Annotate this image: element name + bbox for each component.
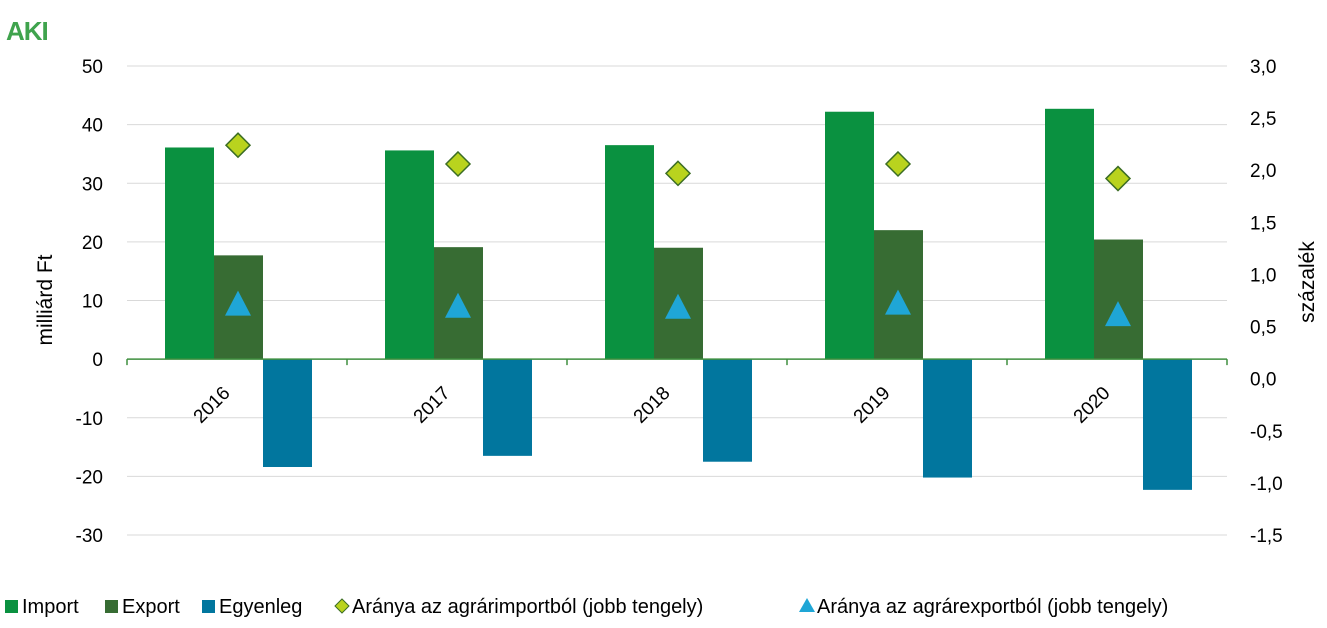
export-share-marker [225,290,251,316]
x-tick-label: 2017 [410,383,455,428]
right-tick-label: 3,0 [1250,57,1276,78]
export-share-marker [665,293,691,319]
left-tick-label: -20 [76,467,103,488]
right-axis-title: százalék [1296,241,1319,323]
bar-import-2017 [385,150,434,360]
legend-triangle [799,598,815,612]
right-axis: 3,0 2,5 2,0 1,5 1,0 0,5 0,0 -0,5 -1,0 -1,5 [1250,57,1283,547]
right-tick-label: 1,0 [1250,265,1276,286]
legend-label: Export [122,596,180,618]
legend-swatch [105,600,118,613]
legend-item: Egyenleg [202,596,302,618]
left-axis-title: milliárd Ft [34,254,57,345]
right-tick-label: 0,0 [1250,370,1276,391]
bar-import-2018 [605,145,654,360]
right-tick-label: 1,5 [1250,213,1276,234]
left-tick-label: 50 [82,57,103,78]
bar-egyenleg-2018 [703,359,752,462]
left-tick-label: 20 [82,233,103,254]
right-tick-label: -1,5 [1250,526,1283,547]
bar-import-2020 [1045,108,1094,360]
right-tick-label: -0,5 [1250,422,1283,443]
left-axis: 50 40 30 20 10 0 -10 -20 -30 [76,57,103,547]
left-tick-label: 40 [82,116,103,137]
right-tick-label: 2,0 [1250,161,1276,182]
aki-logo: AKI [6,16,49,46]
bars [165,108,1192,490]
legend-swatch [5,600,18,613]
import-share-marker [224,132,252,159]
import-share-marker [664,160,692,187]
legend: Import Export Egyenleg Aránya az agrárimpor… [5,596,1168,618]
import-share-marker [444,150,472,178]
left-tick-label: 0 [92,350,103,371]
export-share-marker [1105,301,1131,327]
markers [224,132,1132,327]
bar-egyenleg-2020 [1143,359,1192,490]
legend-diamond [334,598,350,614]
import-share-marker [1104,165,1132,192]
export-share-marker [885,289,911,315]
legend-swatch [202,600,215,613]
export-share-marker [445,292,471,318]
left-tick-label: -10 [76,409,103,430]
legend-label: Import [22,596,79,618]
bar-egyenleg-2016 [263,359,312,467]
legend-label: Egyenleg [219,596,302,618]
axis-titles: milliárd Ft százalék [34,241,1319,346]
legend-item: Import [5,596,79,618]
legend-label: Aránya az agrárexportból (jobb tengely) [817,596,1168,618]
right-tick-label: 2,5 [1250,109,1276,130]
x-tick-label: 2018 [630,383,675,428]
left-tick-label: 30 [82,174,103,195]
import-share-marker [884,150,912,178]
bar-import-2019 [825,111,874,360]
x-tick-label: 2016 [190,383,235,428]
bar-egyenleg-2017 [483,359,532,456]
legend-label: Aránya az agrárimportból (jobb tengely) [352,596,703,618]
right-tick-label: 0,5 [1250,318,1276,339]
left-tick-label: -30 [76,526,103,547]
legend-item: Aránya az agrárexportból (jobb tengely) [799,596,1168,618]
bar-egyenleg-2019 [923,359,972,478]
logo-text: AKI [6,16,48,46]
bar-import-2016 [165,147,214,360]
right-tick-label: -1,0 [1250,474,1283,495]
bar-export-2020 [1094,239,1143,360]
x-tick-label: 2020 [1070,383,1115,428]
legend-item: Aránya az agrárimportból (jobb tengely) [334,596,703,618]
left-tick-label: 10 [82,292,103,313]
x-tick-label: 2019 [850,383,895,428]
legend-item: Export [105,596,180,618]
